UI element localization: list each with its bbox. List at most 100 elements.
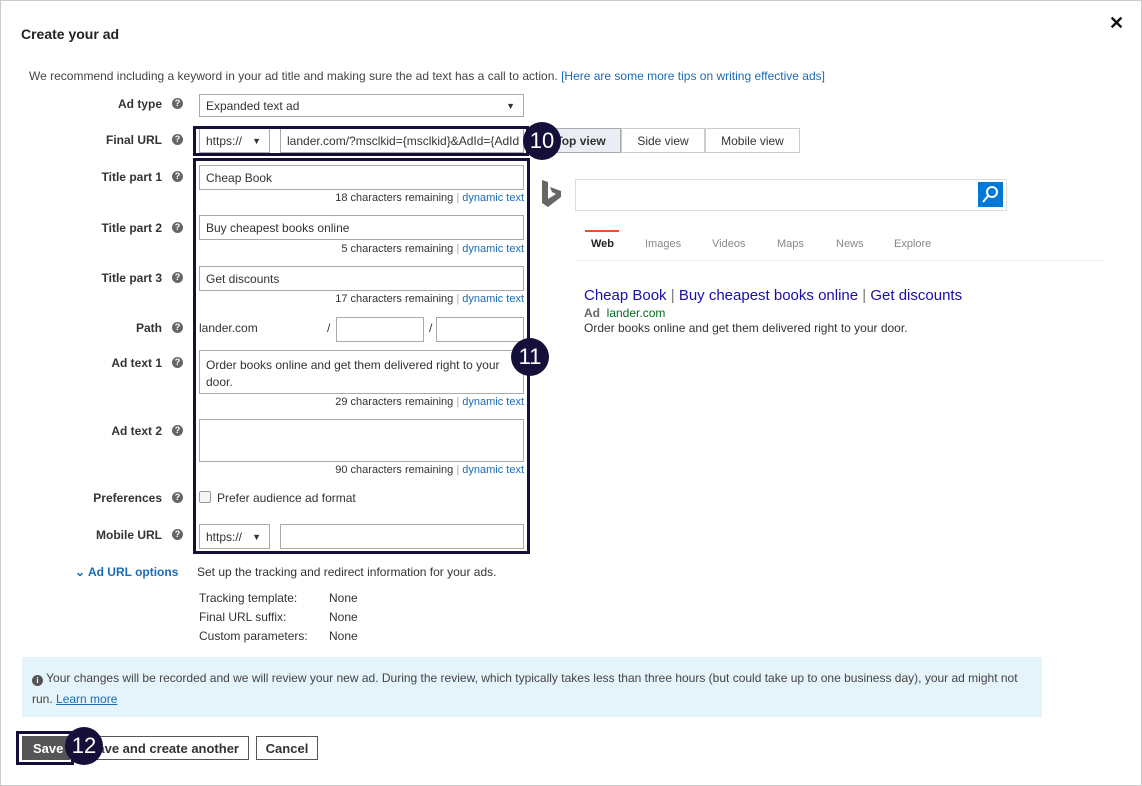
preview-ad-url: Ad lander.com <box>584 306 665 320</box>
dynamic-text-link[interactable]: dynamic text <box>462 192 524 204</box>
ad-text2-remaining: 90 characters remaining | dynamic text <box>335 464 524 476</box>
help-icon[interactable]: ? <box>172 529 183 540</box>
dynamic-text-link[interactable]: dynamic text <box>462 464 524 476</box>
title3-remaining: 17 characters remaining | dynamic text <box>335 293 524 305</box>
remaining-text: 18 characters remaining <box>335 192 454 204</box>
info-icon: i <box>32 675 43 686</box>
separator: | <box>670 287 675 304</box>
title2-remaining: 5 characters remaining | dynamic text <box>341 243 524 255</box>
ad-url-options-label: Ad URL options <box>87 565 179 579</box>
title1-input[interactable]: Cheap Book <box>199 165 524 190</box>
divider <box>575 260 1105 261</box>
mobile-url-input[interactable] <box>280 524 524 549</box>
bing-logo-icon <box>542 180 561 207</box>
tips-link[interactable]: [Here are some more tips on writing effe… <box>561 69 825 83</box>
prefer-audience-checkbox[interactable] <box>199 491 211 503</box>
preview-ad-description: Order books online and get them delivere… <box>584 321 908 335</box>
ad-text1-input[interactable]: Order books online and get them delivere… <box>199 350 524 394</box>
ad-text1-remaining: 29 characters remaining | dynamic text <box>335 396 524 408</box>
ad-text1-label: Ad text 1 <box>111 356 162 370</box>
nav-web: Web <box>591 238 615 250</box>
active-tab-indicator <box>585 230 619 232</box>
learn-more-link[interactable]: Learn more <box>56 692 118 706</box>
tab-side-view[interactable]: Side view <box>621 128 705 153</box>
ad-text2-label: Ad text 2 <box>111 424 162 438</box>
chevron-down-icon: ⌄ <box>75 565 86 579</box>
ad-title-part: Get discounts <box>870 287 963 304</box>
ad-title-part: Buy cheapest books online <box>678 287 859 304</box>
ad-type-value: Expanded text ad <box>206 98 300 113</box>
separator: | <box>456 243 460 255</box>
review-notice: i Your changes will be recorded and we w… <box>22 657 1042 717</box>
ad-title-part: Cheap Book <box>584 287 667 304</box>
separator: | <box>456 192 460 204</box>
highlight-final-url <box>193 126 529 156</box>
preview-search-box <box>575 179 1007 211</box>
final-url-suffix-label: Final URL suffix: <box>199 610 287 624</box>
ad-type-select[interactable]: Expanded text ad ▼ <box>199 94 524 117</box>
mobile-url-protocol-select[interactable]: https:// ▼ <box>199 524 270 549</box>
custom-parameters-label: Custom parameters: <box>199 629 308 643</box>
separator: | <box>456 396 460 408</box>
path-domain: lander.com <box>199 321 258 335</box>
dynamic-text-link[interactable]: dynamic text <box>462 293 524 305</box>
help-icon[interactable]: ? <box>172 134 183 145</box>
chevron-down-icon: ▼ <box>252 531 261 542</box>
dynamic-text-link[interactable]: dynamic text <box>462 243 524 255</box>
help-icon[interactable]: ? <box>172 425 183 436</box>
cancel-button[interactable]: Cancel <box>256 736 318 760</box>
remaining-text: 90 characters remaining <box>335 464 454 476</box>
tracking-template-value: None <box>329 591 358 605</box>
url-options-description: Set up the tracking and redirect informa… <box>197 565 497 579</box>
nav-maps: Maps <box>777 238 804 250</box>
highlight-form-fields <box>193 158 530 554</box>
path2-input[interactable] <box>436 317 524 342</box>
save-button[interactable]: Save <box>22 736 70 760</box>
ad-text2-input[interactable] <box>199 419 524 462</box>
step-badge-11: 11 <box>511 338 549 376</box>
chevron-down-icon: ▼ <box>506 100 515 111</box>
remaining-text: 5 characters remaining <box>341 243 454 255</box>
nav-news: News <box>836 238 864 250</box>
tab-mobile-view[interactable]: Mobile view <box>705 128 800 153</box>
dynamic-text-link[interactable]: dynamic text <box>462 396 524 408</box>
help-icon[interactable]: ? <box>172 322 183 333</box>
title1-label: Title part 1 <box>101 170 162 184</box>
mobile-url-label: Mobile URL <box>96 528 162 542</box>
custom-parameters-value: None <box>329 629 358 643</box>
ad-label: Ad <box>584 306 600 320</box>
remaining-text: 17 characters remaining <box>335 293 454 305</box>
notice-text: Your changes will be recorded and we wil… <box>32 671 1018 706</box>
nav-images: Images <box>645 238 682 250</box>
path-separator: / <box>429 321 433 335</box>
ad-url-options-toggle[interactable]: ⌄ Ad URL options <box>75 565 178 579</box>
step-badge-10: 10 <box>523 122 561 160</box>
step-badge-12: 12 <box>65 727 103 765</box>
nav-videos: Videos <box>712 238 746 250</box>
nav-explore: Explore <box>894 238 932 250</box>
final-url-label: Final URL <box>106 133 162 147</box>
ad-type-label: Ad type <box>117 97 162 111</box>
ad-domain: lander.com <box>606 306 666 320</box>
help-icon[interactable]: ? <box>172 222 183 233</box>
preview-ad-title: Cheap Book | Buy cheapest books online |… <box>584 287 962 304</box>
help-icon[interactable]: ? <box>172 492 183 503</box>
help-icon[interactable]: ? <box>172 98 183 109</box>
help-icon[interactable]: ? <box>172 272 183 283</box>
separator: | <box>862 287 867 304</box>
preferences-label: Preferences <box>93 491 162 505</box>
path-separator: / <box>327 321 331 335</box>
protocol-value: https:// <box>206 133 243 148</box>
path-label: Path <box>135 321 162 335</box>
title3-label: Title part 3 <box>101 271 162 285</box>
title2-input[interactable]: Buy cheapest books online <box>199 215 524 240</box>
intro: We recommend including a keyword in your… <box>29 69 825 83</box>
path1-input[interactable] <box>336 317 424 342</box>
close-icon[interactable]: ✕ <box>1109 13 1125 33</box>
help-icon[interactable]: ? <box>172 171 183 182</box>
title1-remaining: 18 characters remaining | dynamic text <box>335 192 524 204</box>
remaining-text: 29 characters remaining <box>335 396 454 408</box>
final-url-suffix-value: None <box>329 610 358 624</box>
title3-input[interactable]: Get discounts <box>199 266 524 291</box>
help-icon[interactable]: ? <box>172 357 183 368</box>
